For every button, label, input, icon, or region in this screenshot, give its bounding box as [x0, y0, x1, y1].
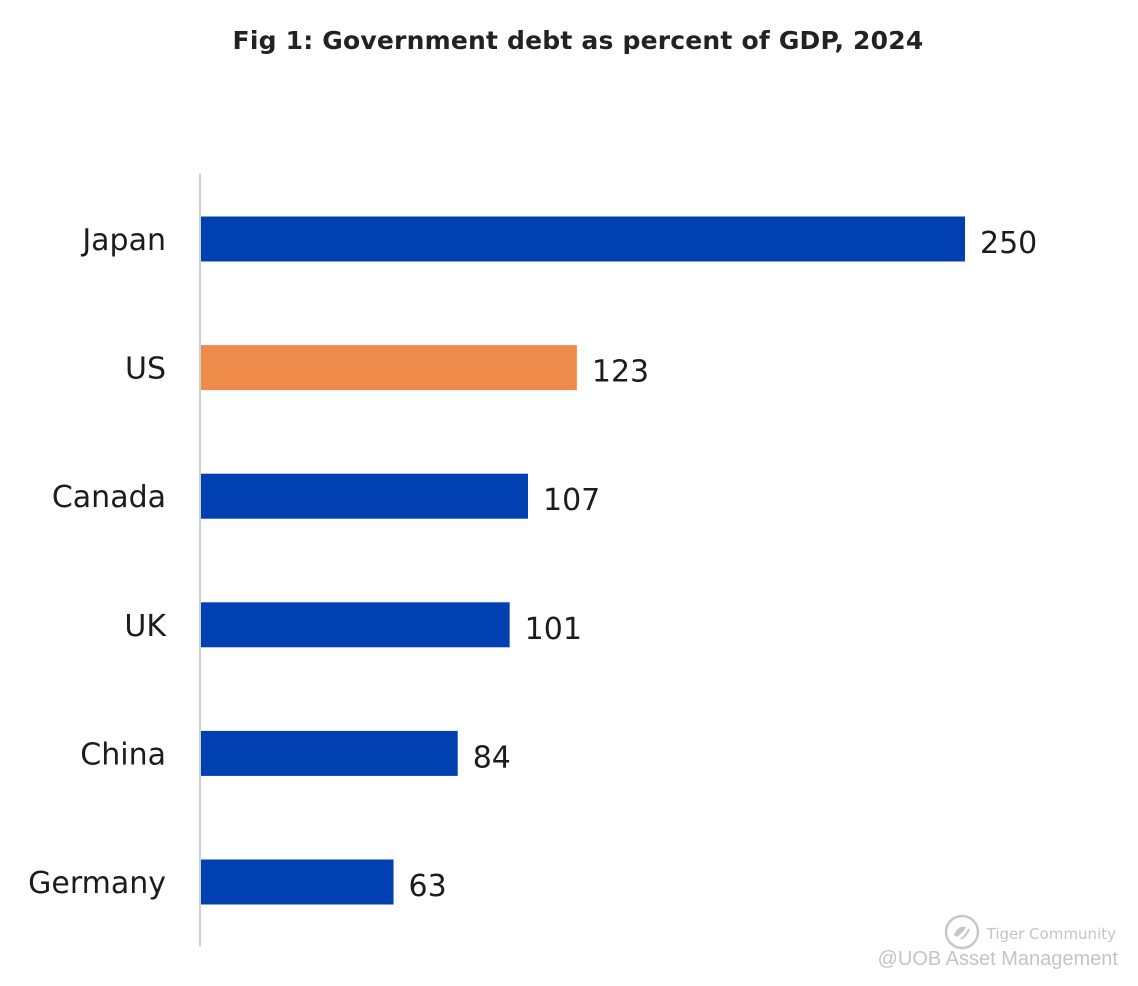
watermark-source: @UOB Asset Management	[877, 948, 1118, 970]
value-label-canada: 107	[543, 483, 600, 518]
chart-title: Fig 1: Government debt as percent of GDP…	[232, 26, 924, 55]
bar-germany	[201, 859, 394, 905]
bar-canada	[201, 473, 528, 519]
value-label-japan: 250	[980, 226, 1037, 261]
watermark-brand-text: Tiger Community	[986, 925, 1116, 943]
category-label-china: China	[80, 737, 166, 772]
value-label-us: 123	[592, 355, 649, 390]
bar-japan	[201, 216, 965, 262]
category-label-us: US	[125, 352, 166, 387]
watermark-brand: Tiger Community	[943, 913, 1116, 955]
category-label-japan: Japan	[80, 223, 166, 258]
value-label-uk: 101	[525, 612, 582, 647]
bar-uk	[201, 602, 510, 648]
category-label-germany: Germany	[28, 866, 166, 901]
tiger-logo-icon	[943, 913, 981, 955]
bar-us	[201, 345, 577, 391]
value-label-germany: 63	[409, 869, 447, 904]
value-label-china: 84	[473, 740, 511, 775]
category-label-uk: UK	[124, 609, 167, 644]
bar-china	[201, 730, 458, 776]
bars-group: Japan 250 US 123 Canada 107 UK 101 China 84 German…	[28, 216, 1037, 905]
category-label-canada: Canada	[52, 480, 166, 515]
